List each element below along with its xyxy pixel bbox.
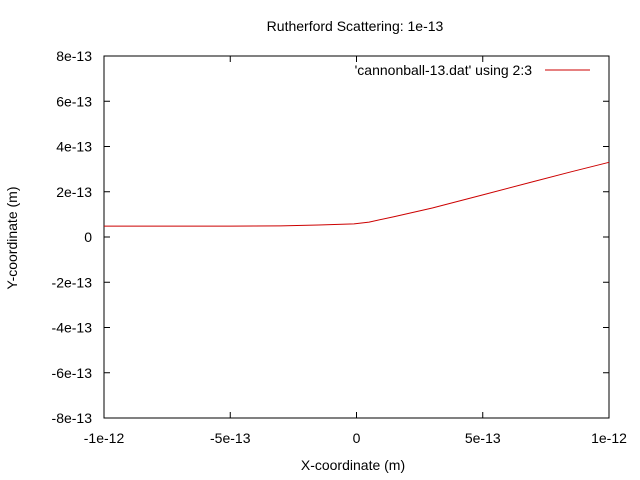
x-axis-label: X-coordinate (m): [301, 457, 405, 473]
y-tick-label: 0: [84, 229, 92, 245]
series-line: [104, 161, 610, 227]
x-tick-label: 0: [353, 430, 361, 446]
series-layer: [104, 161, 610, 227]
legend-label: 'cannonball-13.dat' using 2:3: [355, 62, 533, 78]
y-tick-label: 2e-13: [56, 184, 92, 200]
x-tick-label: 1e-12: [591, 430, 627, 446]
y-tick-label: -8e-13: [52, 410, 93, 426]
y-tick-label: 8e-13: [56, 48, 92, 64]
x-tick-label: -5e-13: [210, 430, 251, 446]
y-tick-label: -2e-13: [52, 274, 93, 290]
plot-frame: [103, 55, 610, 419]
y-tick-label: -4e-13: [52, 320, 93, 336]
y-axis-label: Y-coordinate (m): [4, 187, 20, 290]
y-axis-ticks: 8e-13 6e-13 4e-13 2e-13 0 -2e-13 -4e-13 -6e-13 -…: [52, 48, 609, 426]
x-axis-ticks: -1e-12 -5e-13 0 5e-13 1e-12: [84, 56, 627, 446]
x-tick-label: 5e-13: [465, 430, 501, 446]
legend: 'cannonball-13.dat' using 2:3: [355, 62, 590, 78]
y-tick-label: 4e-13: [56, 139, 92, 155]
y-tick-label: 6e-13: [56, 93, 92, 109]
chart-title: Rutherford Scattering: 1e-13: [267, 18, 444, 34]
y-tick-label: -6e-13: [52, 365, 93, 381]
x-tick-label: -1e-12: [84, 430, 125, 446]
